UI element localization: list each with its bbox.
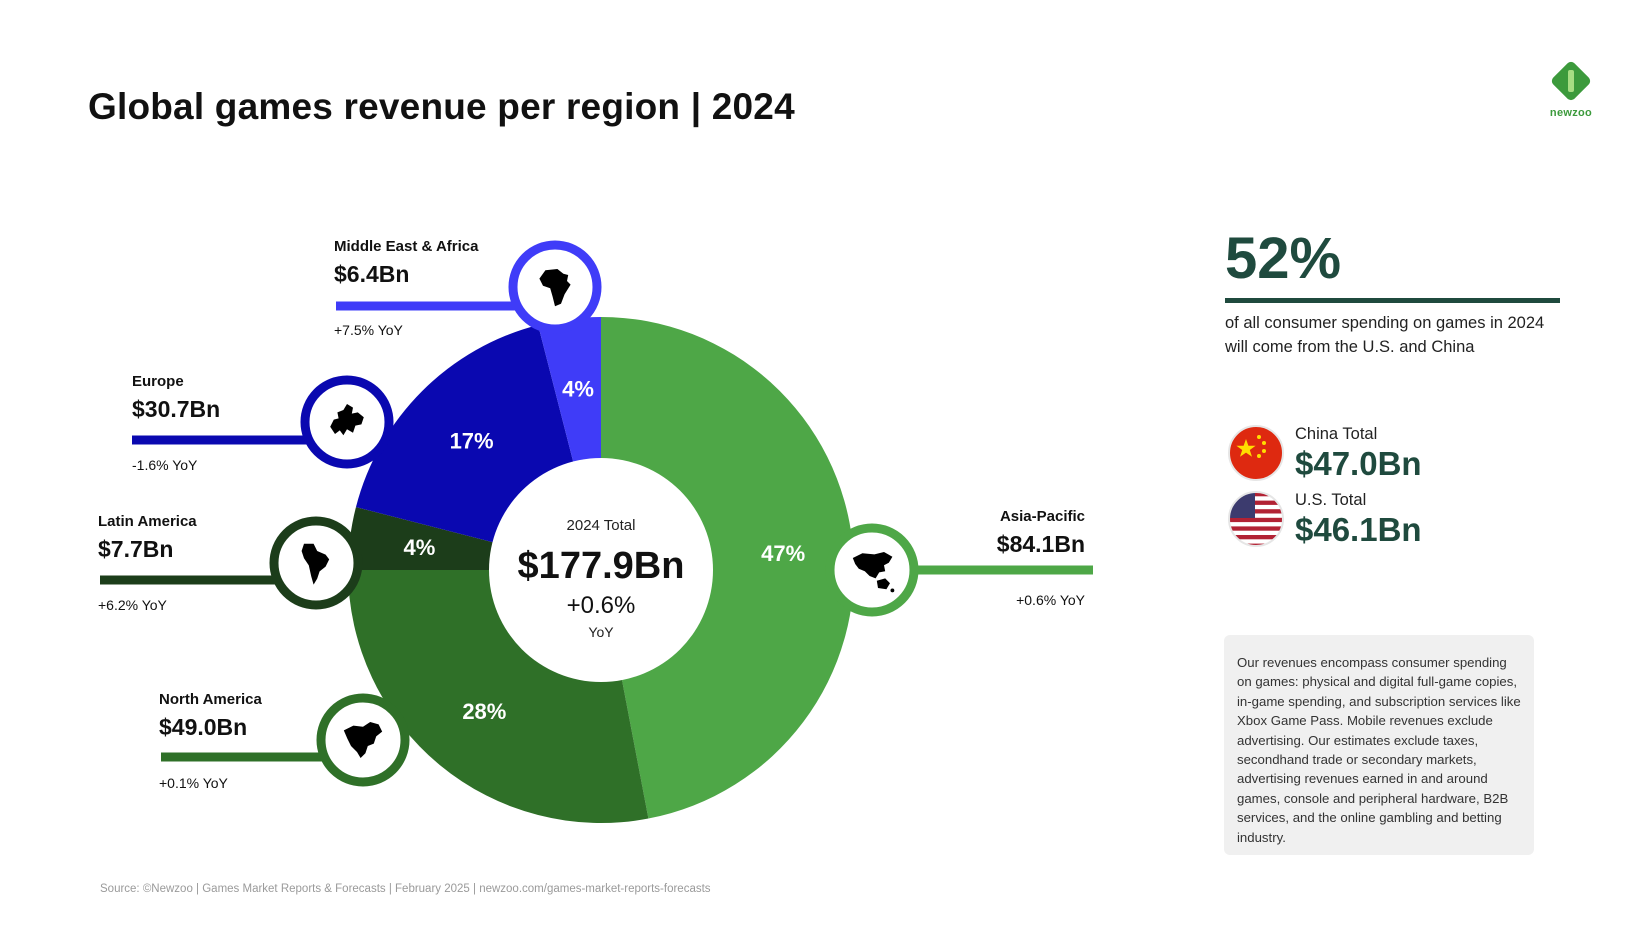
newzoo-logo: newzoo — [1540, 58, 1602, 119]
page-title: Global games revenue per region | 2024 — [88, 86, 795, 127]
slice-label-europe: 17% — [450, 429, 494, 454]
region-label-north-america: North America $49.0Bn +0.1% YoY — [159, 691, 262, 791]
region-label-latin-america: Latin America $7.7Bn +6.2% YoY — [98, 513, 197, 613]
region-value: $84.1Bn — [996, 531, 1085, 557]
region-yoy: +7.5% YoY — [334, 322, 403, 338]
region-name: Latin America — [98, 513, 197, 530]
region-yoy: +6.2% YoY — [98, 597, 167, 613]
china-flag-icon — [1228, 425, 1284, 481]
newzoo-logo-icon — [1551, 61, 1591, 101]
slice-asia-pacific — [601, 317, 855, 819]
region-yoy: -1.6% YoY — [132, 457, 198, 473]
region-yoy: +0.6% YoY — [1016, 592, 1085, 608]
us-flag-icon — [1228, 491, 1284, 547]
donut-hole — [489, 458, 713, 682]
highlight-description: of all consumer spending on games in 202… — [1225, 314, 1545, 356]
slice-label-asia-pacific: 47% — [761, 541, 805, 566]
country-label: U.S. Total — [1295, 491, 1367, 509]
region-name: Middle East & Africa — [334, 238, 479, 255]
country-label: China Total — [1295, 425, 1378, 443]
region-label-asia-pacific: Asia-Pacific $84.1Bn +0.6% YoY — [935, 508, 1085, 608]
country-value: $47.0Bn — [1295, 445, 1422, 482]
highlight-divider — [1225, 298, 1560, 303]
slice-label-latin-america: 4% — [404, 535, 436, 560]
center-label: 2024 Total — [567, 517, 636, 534]
region-value: $6.4Bn — [334, 261, 410, 287]
region-name: Asia-Pacific — [999, 508, 1085, 525]
china-total: China Total $47.0Bn — [1228, 425, 1558, 485]
region-label-middle-east-africa: Middle East & Africa $6.4Bn +7.5% YoY — [334, 238, 479, 338]
center-change: +0.6% — [567, 592, 636, 619]
region-value: $7.7Bn — [98, 536, 174, 562]
logo-text: newzoo — [1549, 107, 1593, 119]
region-name: Europe — [132, 373, 184, 390]
highlight-stat: 52% of all consumer spending on games in… — [1225, 230, 1560, 359]
source-footnote: Source: ©Newzoo | Games Market Reports &… — [100, 883, 711, 895]
region-label-europe: Europe $30.7Bn -1.6% YoY — [132, 373, 221, 473]
region-value: $30.7Bn — [132, 396, 221, 422]
methodology-note: Our revenues encompass consumer spending… — [1224, 635, 1534, 855]
region-yoy: +0.1% YoY — [159, 775, 228, 791]
us-total: U.S. Total $46.1Bn — [1228, 491, 1558, 551]
highlight-percent: 52% — [1225, 226, 1342, 291]
slice-label-north-america: 28% — [462, 699, 506, 724]
region-name: North America — [159, 691, 262, 708]
slice-label-middle-east-africa: 4% — [562, 376, 594, 401]
center-total: $177.9Bn — [518, 545, 685, 587]
center-change-label: YoY — [588, 624, 614, 640]
country-value: $46.1Bn — [1295, 511, 1422, 548]
region-value: $49.0Bn — [159, 714, 248, 740]
